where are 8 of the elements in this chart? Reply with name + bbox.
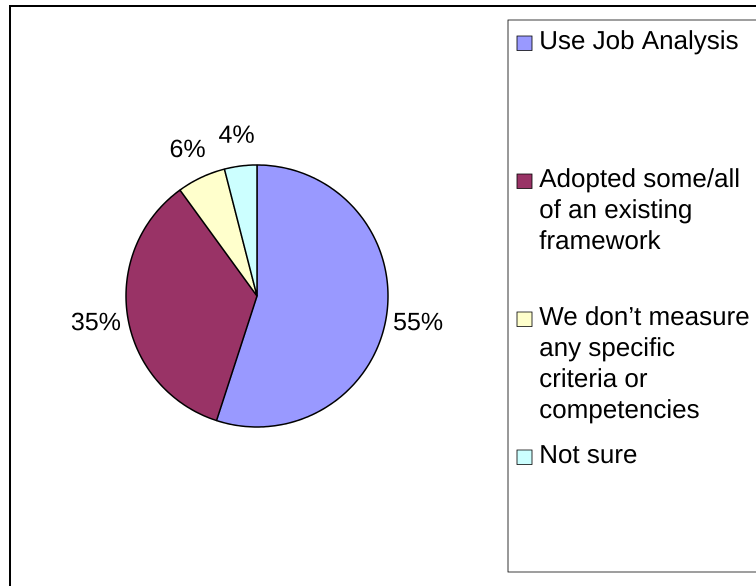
legend-label: Not sure [541,445,636,464]
legend-label: We don’t measure any specific criteria or competencies [539,306,749,424]
data-label: 35% [72,312,120,330]
data-label: 4% [219,125,254,143]
data-label: 55% [394,312,442,330]
legend-label: Adopted some/all of an existing framework [539,168,738,250]
data-label: 6% [170,140,205,158]
legend-label: Use Job Analysis [541,30,738,54]
